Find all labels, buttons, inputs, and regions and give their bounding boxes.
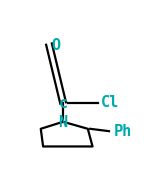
- Text: Ph: Ph: [114, 124, 132, 139]
- Text: N: N: [59, 115, 68, 130]
- Text: O: O: [52, 38, 61, 53]
- Text: Cl: Cl: [101, 96, 119, 110]
- Text: c: c: [59, 96, 68, 111]
